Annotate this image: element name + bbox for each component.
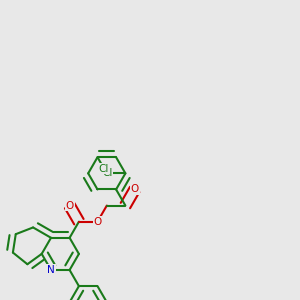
Text: O: O: [65, 201, 74, 211]
Text: O: O: [93, 217, 102, 227]
Text: Cl: Cl: [102, 168, 112, 178]
Text: N: N: [47, 265, 55, 275]
Text: O: O: [130, 184, 139, 194]
Text: Cl: Cl: [99, 164, 109, 173]
